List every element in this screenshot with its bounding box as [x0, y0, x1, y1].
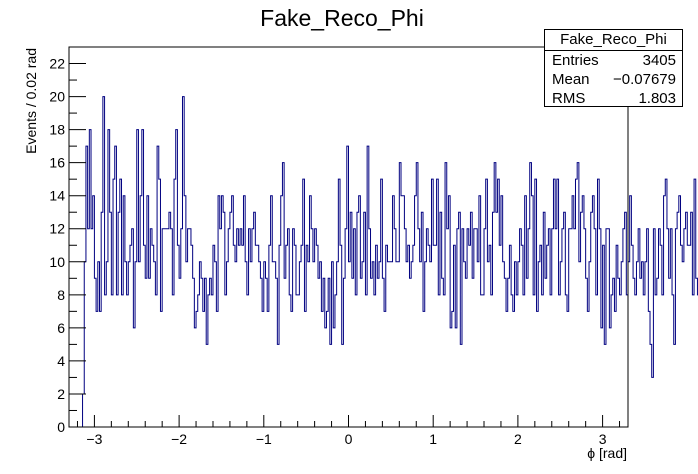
stats-row-mean: Mean −0.07679 — [545, 70, 682, 89]
histogram-series — [82, 96, 698, 427]
stats-row-rms: RMS 1.803 — [545, 89, 682, 108]
y-tick-label: 4 — [57, 353, 65, 369]
chart-title: Fake_Reco_Phi — [260, 5, 424, 31]
x-tick-label: 2 — [514, 431, 522, 447]
stats-mean-label: Mean — [552, 71, 590, 88]
y-tick-label: 12 — [49, 221, 65, 237]
x-tick-label: −3 — [86, 431, 102, 447]
x-tick-label: −1 — [256, 431, 272, 447]
x-tick-label: 3 — [599, 431, 607, 447]
y-axis: 0 2 4 6 8 10 12 14 16 18 20 22 — [49, 46, 86, 435]
stats-rms-value: 1.803 — [638, 90, 676, 107]
y-tick-label: 8 — [57, 287, 65, 303]
y-tick-label: 10 — [49, 254, 65, 270]
stats-entries-label: Entries — [552, 52, 599, 69]
x-tick-label: −2 — [171, 431, 187, 447]
x-tick-label: 0 — [345, 431, 353, 447]
y-tick-label: 2 — [57, 386, 65, 402]
stats-row-entries: Entries 3405 — [545, 51, 682, 70]
x-axis: −3 −2 −1 0 1 2 3 — [76, 415, 621, 447]
stats-box: Fake_Reco_Phi Entries 3405 Mean −0.07679… — [544, 29, 683, 107]
y-axis-label: Events / 0.02 rad — [23, 48, 39, 154]
y-tick-label: 6 — [57, 320, 65, 336]
x-axis-label: ϕ [rad] — [587, 445, 627, 461]
histogram-layer — [82, 96, 698, 427]
stats-box-title: Fake_Reco_Phi — [545, 30, 682, 51]
y-tick-label: 20 — [49, 89, 65, 105]
y-tick-label: 22 — [49, 56, 65, 72]
stats-entries-value: 3405 — [642, 52, 676, 69]
y-tick-label: 14 — [49, 188, 65, 204]
x-tick-label: 1 — [429, 431, 437, 447]
stats-rms-label: RMS — [552, 90, 586, 107]
y-tick-label: 0 — [57, 419, 65, 435]
stats-mean-value: −0.07679 — [613, 71, 676, 88]
y-tick-label: 16 — [49, 155, 65, 171]
y-tick-label: 18 — [49, 122, 65, 138]
